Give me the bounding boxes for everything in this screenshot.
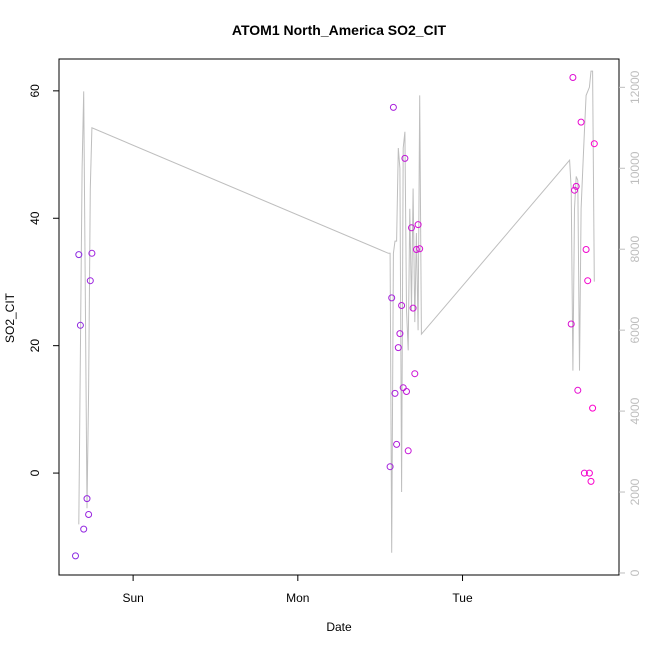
data-point (574, 386, 582, 394)
x-axis: Sun Mon Tue (122, 575, 473, 605)
y-axis-right: 0 2000 4000 6000 8000 10000 12000 (619, 70, 642, 576)
data-point (567, 320, 575, 328)
data-point (75, 251, 83, 259)
data-point (83, 495, 91, 503)
x-tick-label: Sun (122, 591, 143, 605)
data-point (393, 440, 401, 448)
data-point (398, 302, 406, 309)
data-point (396, 330, 404, 338)
primary-series-layer (72, 74, 598, 560)
y2-tick-label: 8000 (628, 236, 642, 263)
data-point (416, 245, 424, 253)
x-tick-label: Tue (452, 591, 473, 605)
data-point (411, 370, 419, 378)
data-point (403, 388, 410, 395)
data-point (394, 344, 402, 352)
y2-tick-label: 2000 (628, 478, 642, 505)
data-point (386, 463, 394, 471)
data-point (88, 249, 96, 257)
data-point (388, 294, 396, 302)
data-point (85, 511, 93, 518)
plot-frame (58, 58, 620, 576)
y-axis-left: 0 20 40 60 (28, 84, 59, 476)
data-point (389, 103, 397, 111)
data-point (580, 469, 588, 477)
data-point (577, 118, 585, 126)
y-tick-label: 0 (28, 469, 42, 476)
data-point (584, 277, 592, 285)
data-point (590, 140, 598, 148)
data-point (408, 224, 415, 232)
y2-tick-label: 10000 (628, 151, 642, 185)
data-point (72, 552, 79, 560)
series-line-0 (78, 70, 595, 553)
chart-title: ATOM1 North_America SO2_CIT (232, 22, 447, 38)
data-point (401, 154, 409, 162)
data-point (86, 277, 94, 285)
data-point (589, 404, 597, 412)
data-point (414, 221, 422, 229)
y2-tick-label: 6000 (628, 316, 642, 343)
y2-tick-label: 4000 (628, 397, 642, 424)
data-point (404, 447, 412, 455)
data-point (412, 246, 420, 253)
secondary-series-layer (78, 70, 595, 553)
y-tick-label: 60 (28, 84, 42, 98)
data-point (391, 389, 399, 397)
x-tick-label: Mon (286, 591, 309, 605)
x-axis-label: Date (326, 620, 352, 634)
data-point (571, 186, 578, 194)
data-point (76, 321, 84, 329)
y2-tick-label: 12000 (628, 70, 642, 104)
data-point (587, 477, 595, 485)
data-point (80, 525, 88, 533)
y-axis-label: SO2_CIT (3, 292, 17, 343)
data-point (409, 304, 417, 312)
data-point (572, 182, 580, 190)
data-point (582, 246, 590, 253)
y2-tick-label: 0 (628, 569, 642, 576)
data-point (569, 74, 577, 81)
data-point (585, 469, 593, 477)
y-tick-label: 20 (28, 339, 42, 353)
y-tick-label: 40 (28, 211, 42, 225)
